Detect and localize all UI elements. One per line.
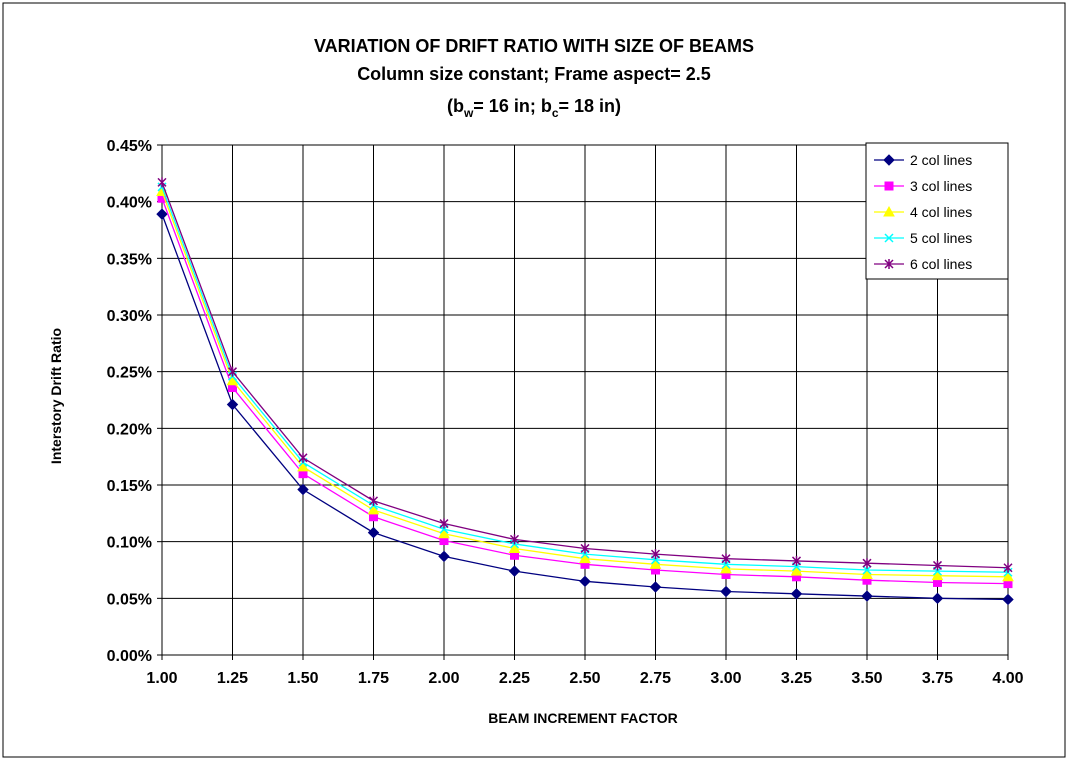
y-tick-label: 0.40% — [107, 195, 152, 212]
data-point — [861, 568, 873, 580]
legend-entry: 6 col lines — [874, 256, 972, 272]
legend-label: 3 col lines — [910, 178, 972, 194]
data-point — [861, 590, 873, 602]
data-point — [226, 398, 239, 411]
params-close: = 18 in) — [559, 96, 622, 116]
x-tick-label: 4.00 — [992, 670, 1023, 687]
y-tick-label: 0.30% — [107, 308, 152, 325]
y-axis-label: Interstory Drift Ratio — [48, 328, 64, 464]
data-point — [931, 592, 944, 605]
data-point — [650, 549, 661, 560]
legend-marker — [884, 259, 894, 269]
x-tick-label: 1.25 — [217, 670, 248, 687]
y-tick-label: 0.25% — [107, 365, 152, 382]
series-6-col-lines — [157, 177, 1013, 573]
x-tick-label: 3.50 — [851, 670, 882, 687]
data-point — [791, 555, 802, 566]
x-tick-label: 3.00 — [710, 670, 741, 687]
data-point — [579, 575, 591, 588]
x-tick-label: 1.75 — [358, 670, 389, 687]
params-open: (b — [447, 96, 464, 116]
data-point — [720, 585, 732, 598]
series-3-col-lines — [157, 193, 1013, 589]
data-point — [508, 565, 521, 577]
data-point — [721, 553, 731, 564]
data-point — [1002, 593, 1014, 606]
data-point — [438, 550, 450, 563]
data-point — [579, 552, 591, 564]
data-point — [439, 518, 449, 529]
chart-title: VARIATION OF DRIFT RATIO WITH SIZE OF BE… — [314, 36, 754, 56]
plot-border — [161, 144, 1009, 656]
y-tick-label: 0.35% — [107, 251, 152, 268]
tick-labels: 1.00 1.25 1.50 1.75 2.00 2.25 2.50 2.75 3.00 3.25… — [107, 138, 1024, 687]
data-point — [580, 543, 590, 554]
legend-marker — [884, 233, 894, 243]
y-tick-label: 0.00% — [107, 648, 152, 665]
legend-label: 5 col lines — [910, 230, 972, 246]
params-sub-c: c — [552, 106, 559, 120]
legend-entry: 5 col lines — [874, 230, 972, 246]
chart-parameters: (bw= 16 in; bc= 18 in) — [447, 96, 621, 120]
params-sub-w: w — [463, 106, 474, 120]
data-point — [862, 558, 872, 569]
data-point — [1003, 562, 1013, 573]
legend-marker — [883, 154, 895, 166]
x-tick-label: 2.50 — [569, 670, 600, 687]
data-point — [649, 558, 662, 569]
legend-marker — [884, 181, 894, 191]
y-tick-label: 0.10% — [107, 535, 152, 552]
legend-entry: 3 col lines — [874, 178, 972, 194]
x-tick-label: 3.75 — [922, 670, 953, 687]
legend-entry: 4 col lines — [874, 204, 972, 220]
data-point — [297, 460, 309, 472]
x-axis-label: BEAM INCREMENT FACTOR — [488, 710, 678, 726]
x-tick-label: 1.50 — [287, 670, 318, 687]
y-tick-label: 0.15% — [107, 478, 152, 495]
data-point — [931, 569, 944, 581]
params-mid: = 16 in; b — [473, 96, 552, 116]
data-point — [438, 527, 450, 539]
data-point — [227, 366, 238, 377]
data-point — [932, 560, 943, 571]
legend-marker — [883, 205, 895, 217]
data-point — [298, 452, 308, 463]
legend-label: 4 col lines — [910, 204, 972, 220]
x-tick-label: 2.75 — [640, 670, 671, 687]
data-point — [790, 588, 803, 600]
data-point — [862, 565, 872, 575]
data-point — [157, 177, 167, 188]
data-point — [508, 542, 521, 553]
data-point — [509, 534, 520, 545]
data-point — [790, 565, 803, 576]
x-tick-label: 1.00 — [146, 670, 177, 687]
data-point — [367, 503, 380, 515]
data-point — [1002, 570, 1014, 582]
axes — [157, 144, 1009, 660]
legend-label: 2 col lines — [910, 152, 972, 168]
x-tick-label: 3.25 — [781, 670, 812, 687]
y-tick-label: 0.20% — [107, 421, 152, 438]
data-point — [297, 483, 309, 496]
data-point — [368, 495, 379, 506]
data-point — [156, 208, 168, 220]
data-point — [649, 581, 662, 593]
x-tick-label: 2.25 — [499, 670, 530, 687]
y-tick-label: 0.45% — [107, 138, 152, 155]
data-point — [720, 562, 732, 574]
data-point — [367, 526, 380, 539]
series-2-col-lines — [156, 208, 1014, 606]
series-lines — [156, 177, 1014, 606]
legend: 2 col lines 3 col lines 4 col lines 5 col l… — [865, 142, 1009, 280]
chart-subtitle: Column size constant; Frame aspect= 2.5 — [357, 64, 711, 84]
legend-label: 6 col lines — [910, 256, 972, 272]
y-tick-label: 0.05% — [107, 591, 152, 608]
legend-entry: 2 col lines — [874, 152, 972, 168]
x-tick-label: 2.00 — [428, 670, 459, 687]
